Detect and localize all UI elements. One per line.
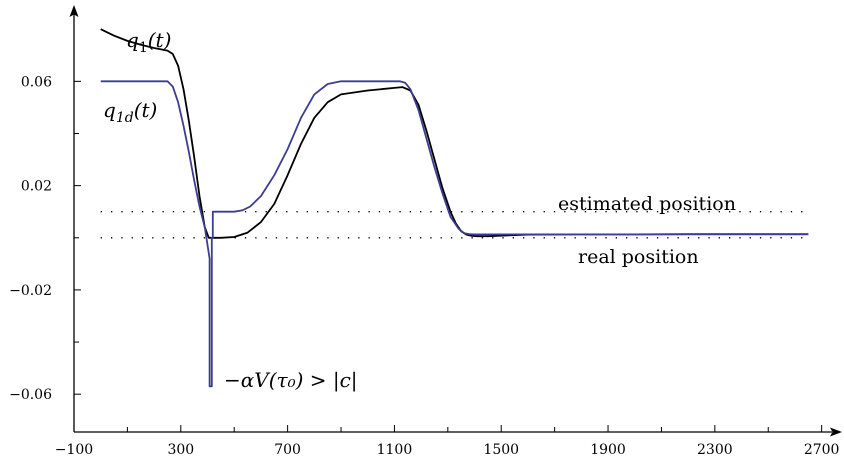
q1d-series-line [100, 80, 809, 388]
y-tick-label: 0.06 [21, 74, 52, 90]
tick-labels: −100 300 700 1100 1500 1900 2300 2700 −0.06 −0.02… [9, 74, 839, 458]
q1-annotation: q1(t) [126, 28, 171, 56]
alpha-condition-annotation: −αV(τ₀) > |c| [224, 368, 358, 393]
y-tick-label: 0.02 [21, 179, 52, 195]
x-tick-label: 2300 [697, 442, 733, 458]
x-tick-label: −100 [55, 442, 93, 458]
y-axis-arrowhead [69, 5, 79, 17]
x-tick-label: 300 [167, 442, 194, 458]
x-tick-label: 2700 [804, 442, 840, 458]
real-position-label: real position [578, 246, 699, 268]
annotations: q1(t) q1d(t) estimated position real pos… [103, 28, 736, 393]
q1-series-line [100, 28, 809, 239]
x-tick-label: 1100 [377, 442, 413, 458]
x-tick-label: 1500 [483, 442, 519, 458]
tick-marks [73, 80, 823, 432]
x-tick-label: 700 [274, 442, 301, 458]
series-lines [100, 28, 809, 388]
estimated-position-label: estimated position [558, 193, 736, 215]
y-tick-label: −0.06 [9, 387, 52, 403]
y-tick-label: −0.02 [9, 283, 52, 299]
x-axis-arrowhead [830, 427, 842, 437]
x-tick-label: 1900 [590, 442, 626, 458]
chart-axes [69, 5, 842, 437]
q1d-annotation: q1d(t) [103, 98, 157, 126]
